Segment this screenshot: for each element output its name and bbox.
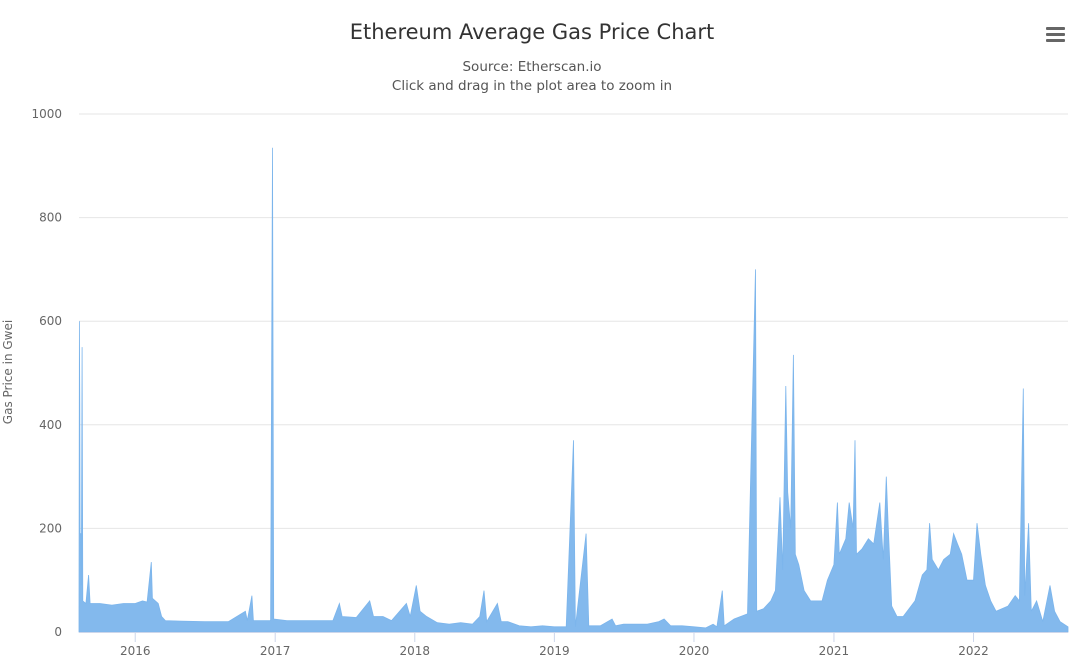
y-axis: 0 200 400 600 800 1000 xyxy=(31,107,62,639)
y-tick-label: 0 xyxy=(54,625,62,639)
y-tick-label: 200 xyxy=(39,521,62,535)
x-tick-label: 2021 xyxy=(819,644,850,658)
x-tick-label: 2016 xyxy=(120,644,151,658)
x-tick-label: 2019 xyxy=(539,644,570,658)
x-tick-label: 2018 xyxy=(400,644,431,658)
x-tick-label: 2017 xyxy=(260,644,291,658)
y-tick-label: 1000 xyxy=(31,107,62,121)
chart-subtitle: Source: Etherscan.io xyxy=(462,59,602,75)
y-tick-label: 600 xyxy=(39,314,62,328)
chart-zoom-hint: Click and drag in the plot area to zoom … xyxy=(391,78,673,94)
y-tick-label: 400 xyxy=(39,418,62,432)
x-tick-label: 2022 xyxy=(958,644,989,658)
chart-title: Ethereum Average Gas Price Chart xyxy=(349,20,715,44)
series-area xyxy=(78,147,1069,633)
hamburger-menu-icon[interactable] xyxy=(1042,24,1068,46)
y-axis-label: Gas Price in Gwei xyxy=(1,320,15,424)
x-tick-label: 2020 xyxy=(679,644,710,658)
series-gas-price xyxy=(78,147,1069,633)
x-axis: 2016 2017 2018 2019 2020 2021 2022 xyxy=(79,632,1068,658)
y-tick-label: 800 xyxy=(39,211,62,225)
grid-lines xyxy=(79,113,1068,529)
